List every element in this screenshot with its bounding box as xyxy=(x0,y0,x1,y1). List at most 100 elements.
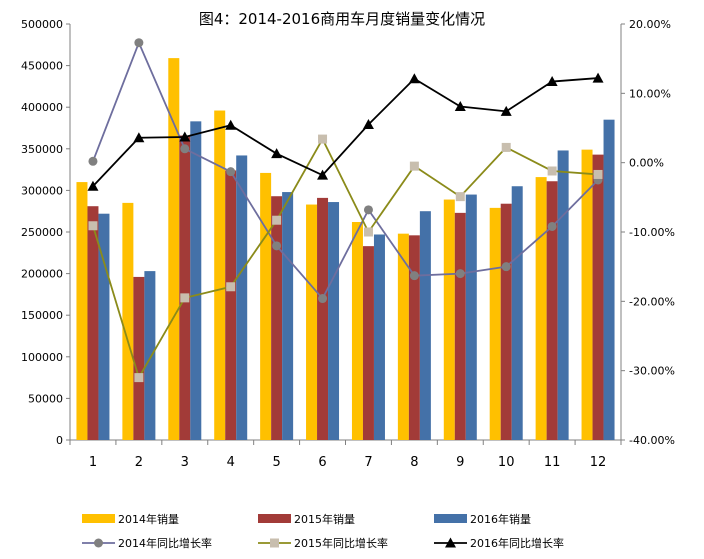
bar-1-9 xyxy=(443,199,455,440)
x-tick-label: 8 xyxy=(410,455,418,470)
chart-title: 图4：2014-2016商用车月度销量变化情况 xyxy=(199,10,485,28)
bar-2-8 xyxy=(408,235,420,440)
bar-3-6 xyxy=(328,202,340,440)
bar-2-7 xyxy=(362,246,374,440)
legend-line-marker-3 xyxy=(445,537,456,548)
bars xyxy=(76,58,615,441)
x-tick-label: 1 xyxy=(89,455,97,470)
x-tick-label: 7 xyxy=(364,455,372,470)
lines xyxy=(87,38,604,383)
line-2-point-7 xyxy=(363,227,373,237)
bar-2-5 xyxy=(271,196,283,440)
y-right-tick-label: 0.00% xyxy=(629,157,664,170)
line-1-point-11 xyxy=(547,221,557,231)
line-2-point-9 xyxy=(455,192,465,202)
axes: 0500001000001500002000002500003000003500… xyxy=(21,18,675,470)
bar-1-6 xyxy=(306,204,318,440)
bar-2-3 xyxy=(179,135,191,440)
line-2-point-10 xyxy=(501,142,511,152)
line-1-point-3 xyxy=(180,144,190,154)
bar-2-1 xyxy=(87,206,99,440)
y-left-tick-label: 300000 xyxy=(21,184,63,197)
bar-3-7 xyxy=(373,234,385,440)
y-right-tick-label: 20.00% xyxy=(629,18,671,31)
y-left-tick-label: 400000 xyxy=(21,101,63,114)
legend: 2014年销量 2015年销量 2016年销量 2014年同比增长率 2015年同比增长… xyxy=(82,512,564,550)
line-3-point-8 xyxy=(408,73,420,84)
line-1-point-5 xyxy=(272,241,282,251)
bar-1-3 xyxy=(168,58,180,440)
bar-1-10 xyxy=(489,207,501,440)
legend-bar-swatch-3 xyxy=(434,514,467,523)
line-3-point-7 xyxy=(362,119,374,130)
x-tick-label: 2 xyxy=(135,455,143,470)
bar-1-5 xyxy=(260,172,272,441)
y-right-tick-label: -40.00% xyxy=(629,434,675,447)
legend-bar-label-2: 2015年销量 xyxy=(294,512,355,526)
legend-line-marker-2 xyxy=(270,538,279,548)
line-2-point-12 xyxy=(593,169,603,179)
bar-3-9 xyxy=(465,194,477,440)
x-tick-label: 5 xyxy=(272,455,280,470)
y-right-tick-label: -20.00% xyxy=(629,295,675,308)
line-1-point-8 xyxy=(409,271,419,281)
bar-1-4 xyxy=(214,110,226,440)
y-left-tick-label: 250000 xyxy=(21,226,63,239)
line-1-point-9 xyxy=(455,269,465,279)
y-left-tick-label: 450000 xyxy=(21,60,63,73)
bar-3-3 xyxy=(190,121,202,441)
bar-2-4 xyxy=(225,170,237,440)
legend-line-label-3: 2016年同比增长率 xyxy=(470,536,564,550)
line-2-point-4 xyxy=(226,282,236,292)
x-tick-label: 6 xyxy=(318,455,326,470)
bar-3-5 xyxy=(282,192,294,440)
bar-2-2 xyxy=(133,276,145,440)
line-3-point-11 xyxy=(546,76,558,87)
y-left-tick-label: 100000 xyxy=(21,351,63,364)
bar-1-8 xyxy=(397,233,409,440)
x-tick-label: 4 xyxy=(227,455,235,470)
y-left-tick-label: 500000 xyxy=(21,18,63,31)
y-left-tick-label: 0 xyxy=(56,434,63,447)
bar-3-2 xyxy=(144,271,156,440)
line-2-point-8 xyxy=(409,161,419,171)
x-tick-label: 10 xyxy=(498,455,515,470)
legend-line-label-1: 2014年同比增长率 xyxy=(118,536,212,550)
line-1-point-2 xyxy=(134,38,144,48)
y-right-tick-label: -30.00% xyxy=(629,365,675,378)
legend-bar-swatch-1 xyxy=(82,514,115,523)
bar-3-8 xyxy=(419,211,431,440)
line-2-point-11 xyxy=(547,166,557,176)
bar-1-2 xyxy=(122,202,134,440)
legend-line-label-2: 2015年同比增长率 xyxy=(294,536,388,550)
y-left-tick-label: 350000 xyxy=(21,143,63,156)
line-2-point-2 xyxy=(134,373,144,383)
line-2-point-3 xyxy=(180,293,190,303)
x-tick-label: 9 xyxy=(456,455,464,470)
line-2-point-6 xyxy=(318,134,328,144)
line-series-3 xyxy=(92,77,599,187)
x-tick-label: 3 xyxy=(181,455,189,470)
line-1-point-10 xyxy=(501,262,511,272)
bar-2-12 xyxy=(592,154,604,440)
line-1-point-1 xyxy=(88,156,98,166)
bar-1-12 xyxy=(581,149,593,440)
line-1-point-4 xyxy=(226,167,236,177)
legend-bar-label-1: 2014年销量 xyxy=(118,512,179,526)
x-tick-label: 11 xyxy=(544,455,561,470)
line-3-point-6 xyxy=(317,169,329,180)
line-3-point-1 xyxy=(87,180,99,191)
line-3-point-4 xyxy=(225,119,237,130)
y-left-tick-label: 50000 xyxy=(28,392,63,405)
line-2-point-1 xyxy=(88,221,98,231)
bar-2-10 xyxy=(500,203,512,440)
line-3-point-9 xyxy=(454,101,466,112)
legend-bar-label-3: 2016年销量 xyxy=(470,512,531,526)
bar-3-4 xyxy=(236,155,248,440)
bar-3-1 xyxy=(98,213,110,440)
line-2-point-5 xyxy=(272,215,282,225)
line-series-1 xyxy=(92,40,599,301)
y-right-tick-label: 10.00% xyxy=(629,87,671,100)
bar-2-6 xyxy=(317,197,329,440)
